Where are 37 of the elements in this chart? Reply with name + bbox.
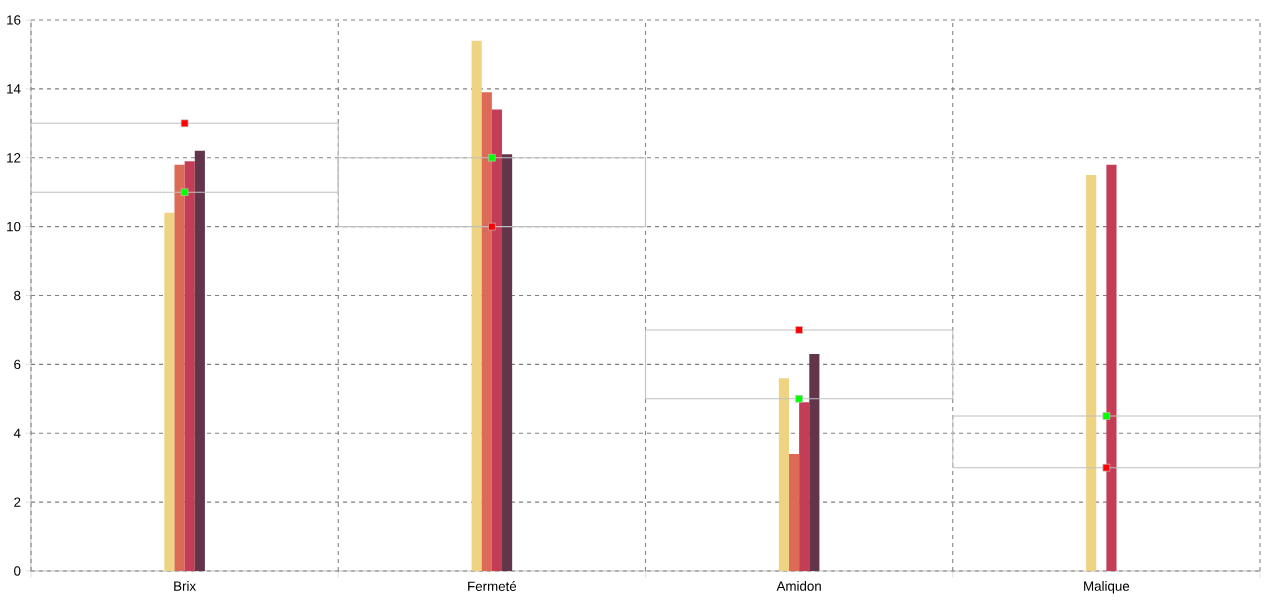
point xyxy=(1102,412,1111,420)
point xyxy=(488,222,496,231)
bar xyxy=(491,109,503,571)
bar xyxy=(799,402,810,571)
bar xyxy=(1086,174,1097,571)
point xyxy=(180,188,189,196)
bar xyxy=(952,415,1261,469)
x-tick-label: Malique xyxy=(1084,581,1130,594)
y-tick-label: 8 xyxy=(14,290,21,301)
bar xyxy=(1106,164,1117,571)
bar xyxy=(502,154,513,571)
point xyxy=(795,326,803,334)
bar xyxy=(481,92,492,571)
y-tick-label: 6 xyxy=(14,359,21,370)
bar xyxy=(778,378,789,571)
y-tick-label: 16 xyxy=(7,15,21,25)
point xyxy=(1102,463,1111,472)
y-tick-label: 2 xyxy=(14,497,21,507)
x-tick-label: Brix xyxy=(174,581,196,591)
bar xyxy=(184,161,195,571)
bar xyxy=(644,329,954,400)
point xyxy=(180,119,189,128)
point xyxy=(488,153,496,162)
bar xyxy=(164,212,175,571)
x-tick-label: Fermeté xyxy=(468,581,517,591)
x-tick-label: Amidon xyxy=(776,581,821,591)
y-tick-label: 4 xyxy=(13,428,21,438)
y-tick-label: 10 xyxy=(7,221,21,232)
y-tick-label: 14 xyxy=(7,84,21,94)
y-tick-label: 12 xyxy=(7,153,21,163)
y-tick-label: 0 xyxy=(14,566,21,576)
bar xyxy=(471,40,482,571)
bar xyxy=(789,453,800,571)
bar xyxy=(174,164,185,571)
bar xyxy=(809,354,820,571)
bar xyxy=(194,150,205,571)
point xyxy=(795,395,803,403)
